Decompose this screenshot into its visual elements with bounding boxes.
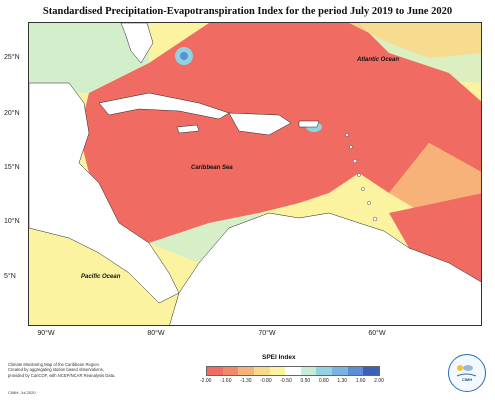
cimh-logo: CIMH [448, 354, 486, 392]
legend-swatch [207, 367, 223, 375]
lat-label-20n: 20°N [4, 110, 20, 117]
lat-label-15n: 15°N [4, 164, 20, 171]
label-pacific-ocean: Pacific Ocean [81, 274, 121, 280]
legend-tick: -0.80 [260, 378, 271, 384]
lon-label-60w: 60°W [368, 330, 385, 337]
legend-tick: -2.00 [200, 378, 211, 384]
legend-swatch [332, 367, 348, 375]
legend-swatch [316, 367, 332, 375]
legend-swatch [348, 367, 364, 375]
logo-text: CIMH [449, 377, 485, 382]
methodology-note: Climate Monitoring Map of the Caribbean … [8, 362, 158, 378]
lat-label-5n: 5°N [4, 273, 16, 280]
lon-label-70w: 70°W [258, 330, 275, 337]
credit-text: CIMH: Jul 2020 [8, 390, 36, 395]
wet-spot-bahamas-core [180, 52, 188, 60]
legend-tick: 0.80 [319, 378, 329, 384]
legend-tick: -1.30 [240, 378, 251, 384]
map-svg: Atlantic Ocean Caribbean Sea Pacific Oce… [29, 23, 482, 326]
legend-swatch [223, 367, 239, 375]
legend-tick: 0.50 [300, 378, 310, 384]
legend-swatch [363, 367, 379, 375]
legend-tick: 1.60 [356, 378, 366, 384]
legend-swatch [254, 367, 270, 375]
legend-title: SPEI Index [262, 354, 296, 361]
legend-ticks: -2.00 -1.60 -1.30 -0.80 -0.50 0.50 0.80 … [200, 378, 384, 384]
legend-swatch [301, 367, 317, 375]
legend-tick: 2.00 [374, 378, 384, 384]
legend-tick: 1.30 [337, 378, 347, 384]
puerto-rico-land [299, 121, 319, 127]
legend-tick: -1.60 [220, 378, 231, 384]
label-atlantic-ocean: Atlantic Ocean [356, 57, 399, 63]
spei-map: Atlantic Ocean Caribbean Sea Pacific Oce… [28, 22, 482, 326]
legend-swatch [238, 367, 254, 375]
legend-color-bar [206, 366, 380, 376]
lon-label-80w: 80°W [147, 330, 164, 337]
label-caribbean-sea: Caribbean Sea [191, 165, 233, 171]
lon-label-90w: 90°W [37, 330, 54, 337]
legend-swatch [270, 367, 286, 375]
lat-label-10n: 10°N [4, 218, 20, 225]
note-line: provided by CariCOF, with NCEP/NCAR Rean… [8, 373, 158, 378]
map-title: Standardised Precipitation-Evapotranspir… [0, 6, 495, 17]
legend-tick: -0.50 [280, 378, 291, 384]
legend-swatch [285, 367, 301, 375]
lat-label-25n: 25°N [4, 54, 20, 61]
logo-emblem-icon [449, 355, 484, 390]
